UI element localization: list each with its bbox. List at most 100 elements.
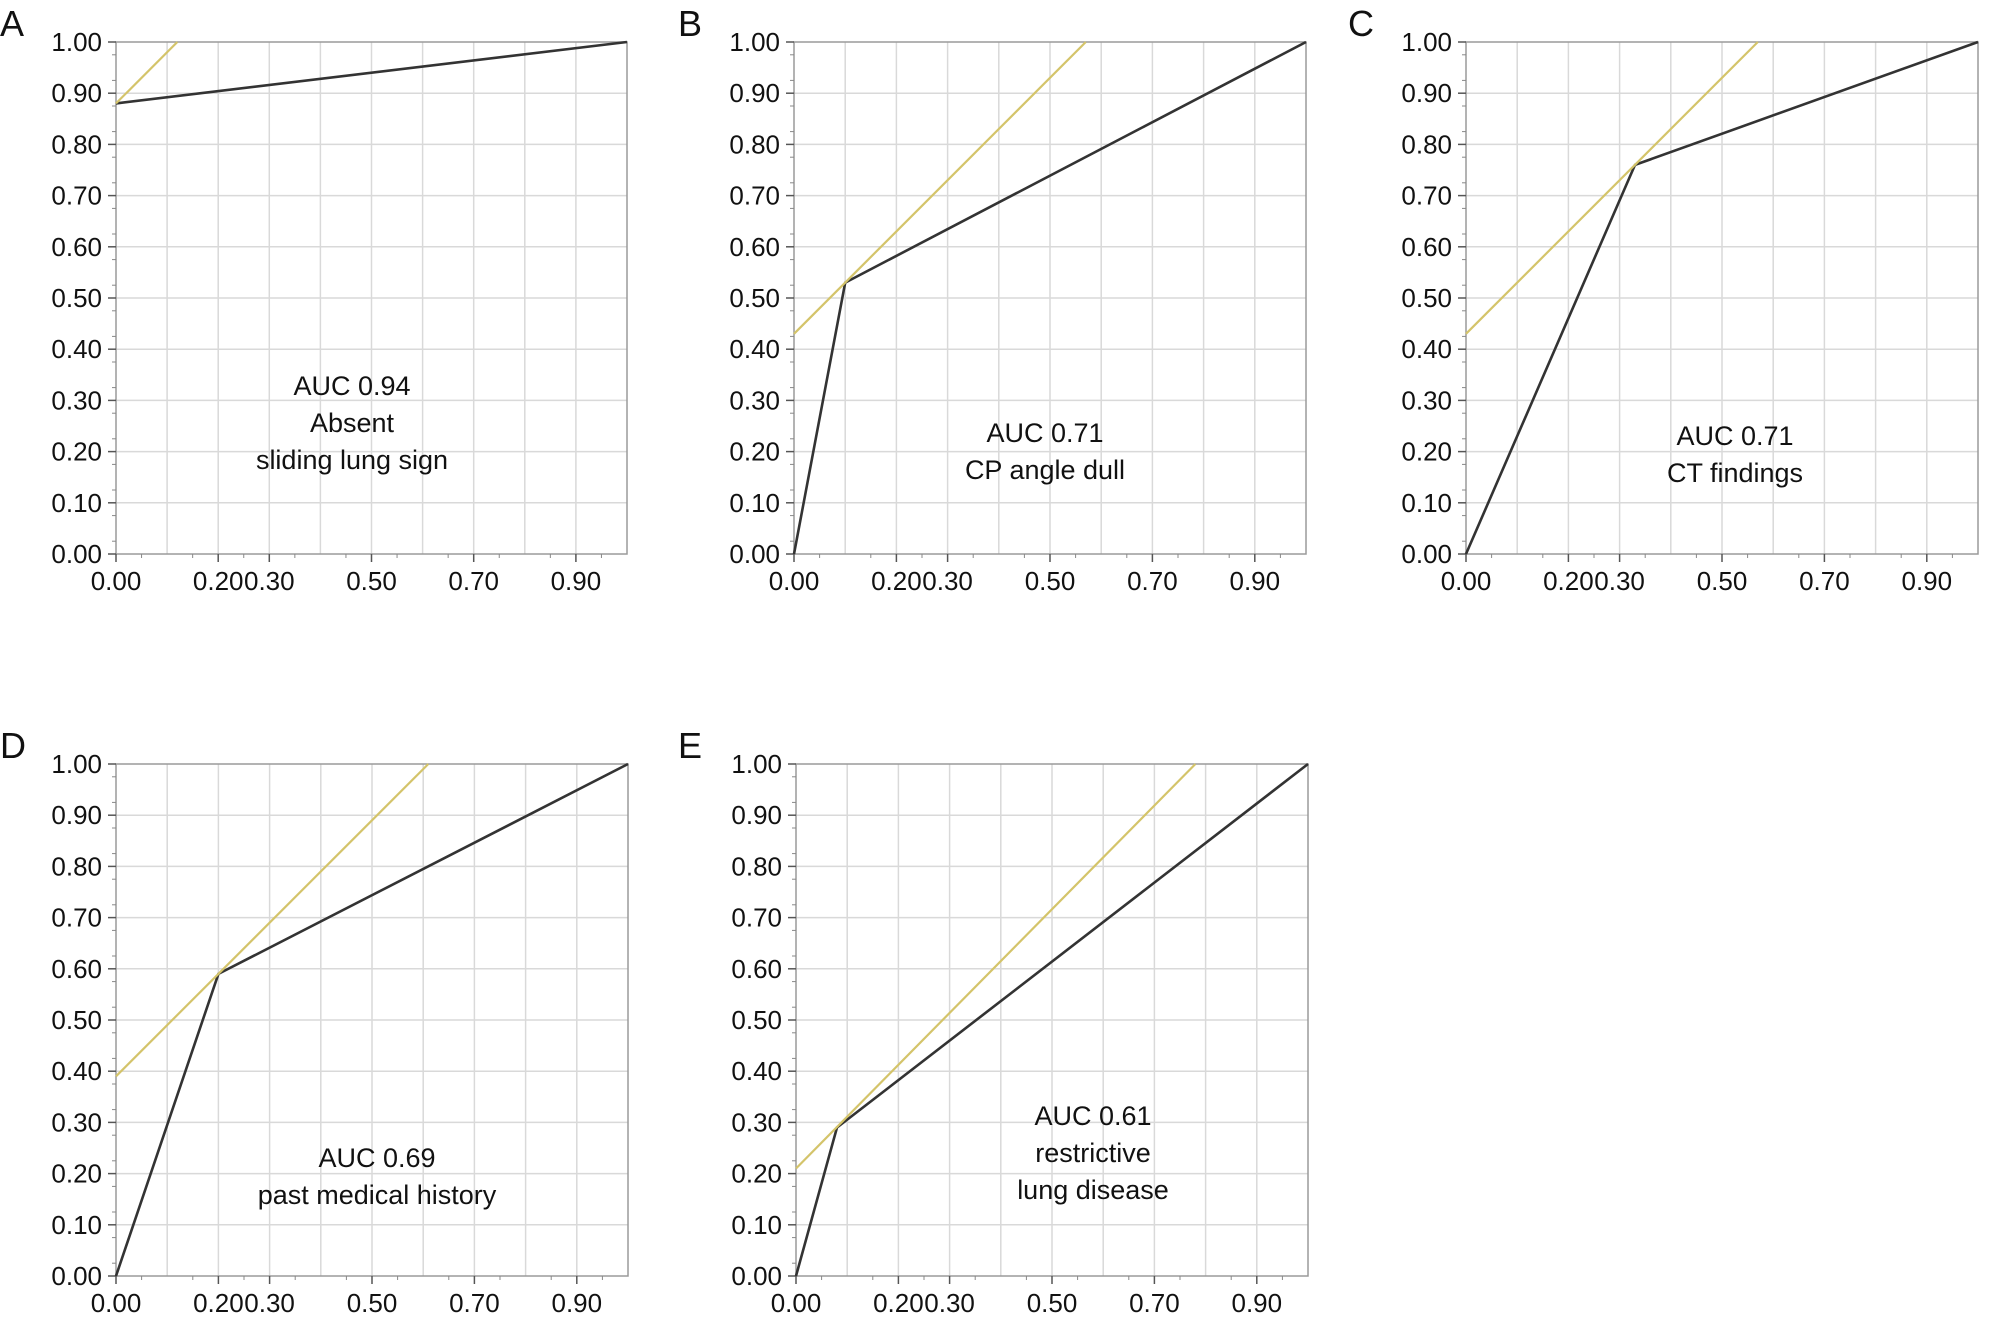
- y-tick-label: 0.50: [51, 1005, 102, 1035]
- variable-label: past medical history: [258, 1180, 497, 1210]
- y-tick-label: 1.00: [731, 749, 782, 779]
- y-tick-label: 0.20: [729, 437, 780, 467]
- x-tick-label: 0.30: [924, 1288, 975, 1318]
- x-tick-label: 0.90: [1901, 566, 1952, 596]
- y-tick-label: 1.00: [729, 27, 780, 57]
- y-tick-label: 0.80: [1401, 129, 1452, 159]
- auc-label: AUC 0.71: [1676, 421, 1793, 451]
- y-tick-label: 0.60: [731, 954, 782, 984]
- y-tick-label: 0.50: [51, 283, 102, 313]
- y-tick-label: 0.80: [729, 129, 780, 159]
- y-tick-label: 0.90: [51, 78, 102, 108]
- panel-letter: E: [678, 725, 702, 766]
- x-tick-label: 0.30: [922, 566, 973, 596]
- auc-label: AUC 0.61: [1034, 1101, 1151, 1131]
- x-tick-label: 0.00: [771, 1288, 822, 1318]
- x-tick-label: 0.90: [551, 1288, 602, 1318]
- y-tick-label: 0.40: [51, 334, 102, 364]
- x-tick-label: 0.00: [91, 566, 142, 596]
- x-tick-label: 0.20: [193, 1288, 244, 1318]
- tangent-line: [1465, 41, 1759, 335]
- y-tick-label: 1.00: [1401, 27, 1452, 57]
- x-tick-label: 0.20: [871, 566, 922, 596]
- x-tick-label: 0.70: [1129, 1288, 1180, 1318]
- roc-panel-b: B0.000.100.200.300.400.500.600.700.800.9…: [678, 3, 1307, 596]
- x-tick-label: 0.00: [91, 1288, 142, 1318]
- variable-label: restrictive: [1035, 1138, 1151, 1168]
- y-tick-label: 0.90: [729, 78, 780, 108]
- variable-label: CT findings: [1667, 458, 1803, 488]
- variable-label: Absent: [310, 408, 395, 438]
- panel-letter: C: [1348, 3, 1374, 44]
- y-tick-label: 0.70: [731, 903, 782, 933]
- x-tick-label: 0.90: [551, 566, 602, 596]
- x-tick-label: 0.20: [1543, 566, 1594, 596]
- y-tick-label: 0.10: [51, 488, 102, 518]
- y-tick-label: 0.30: [51, 385, 102, 415]
- auc-label: AUC 0.69: [318, 1143, 435, 1173]
- x-tick-label: 0.20: [873, 1288, 924, 1318]
- y-tick-label: 0.50: [731, 1005, 782, 1035]
- roc-panel-c: C0.000.100.200.300.400.500.600.700.800.9…: [1348, 3, 1979, 596]
- y-tick-label: 0.00: [51, 539, 102, 569]
- x-tick-label: 0.20: [193, 566, 244, 596]
- y-tick-label: 0.10: [729, 488, 780, 518]
- y-tick-label: 0.50: [1401, 283, 1452, 313]
- y-tick-label: 0.00: [731, 1261, 782, 1291]
- y-tick-label: 0.60: [729, 232, 780, 262]
- x-tick-label: 0.90: [1229, 566, 1280, 596]
- y-tick-label: 0.40: [729, 334, 780, 364]
- roc-panel-d: D0.000.100.200.300.400.500.600.700.800.9…: [0, 725, 629, 1318]
- x-tick-label: 0.50: [1697, 566, 1748, 596]
- y-tick-label: 0.20: [731, 1159, 782, 1189]
- tangent-line: [795, 763, 1197, 1170]
- x-tick-label: 0.50: [1025, 566, 1076, 596]
- tangent-line: [115, 763, 430, 1078]
- variable-label: CP angle dull: [965, 455, 1125, 485]
- x-tick-label: 0.70: [449, 1288, 500, 1318]
- x-tick-label: 0.30: [244, 1288, 295, 1318]
- y-tick-label: 0.70: [729, 181, 780, 211]
- y-tick-label: 0.80: [731, 851, 782, 881]
- y-tick-label: 0.20: [51, 437, 102, 467]
- y-tick-label: 0.30: [51, 1107, 102, 1137]
- x-tick-label: 0.30: [244, 566, 295, 596]
- x-tick-label: 0.00: [1441, 566, 1492, 596]
- panel-letter: D: [0, 725, 26, 766]
- y-tick-label: 0.60: [51, 232, 102, 262]
- variable-label: sliding lung sign: [256, 445, 448, 475]
- y-tick-label: 1.00: [51, 749, 102, 779]
- y-tick-label: 0.90: [51, 800, 102, 830]
- x-tick-label: 0.50: [347, 1288, 398, 1318]
- x-tick-label: 0.00: [769, 566, 820, 596]
- x-tick-label: 0.50: [1027, 1288, 1078, 1318]
- y-tick-label: 0.70: [1401, 181, 1452, 211]
- x-tick-label: 0.50: [346, 566, 397, 596]
- y-tick-label: 0.60: [51, 954, 102, 984]
- roc-panel-e: E0.000.100.200.300.400.500.600.700.800.9…: [678, 725, 1309, 1318]
- y-tick-label: 0.00: [51, 1261, 102, 1291]
- x-tick-label: 0.70: [1127, 566, 1178, 596]
- y-tick-label: 0.90: [731, 800, 782, 830]
- y-tick-label: 0.30: [1401, 385, 1452, 415]
- auc-label: AUC 0.94: [293, 371, 410, 401]
- y-tick-label: 0.00: [1401, 539, 1452, 569]
- y-tick-label: 0.80: [51, 851, 102, 881]
- x-tick-label: 0.70: [1799, 566, 1850, 596]
- y-tick-label: 0.70: [51, 903, 102, 933]
- y-tick-label: 0.30: [729, 385, 780, 415]
- tangent-line: [115, 41, 179, 105]
- y-tick-label: 0.10: [1401, 488, 1452, 518]
- y-tick-label: 0.80: [51, 129, 102, 159]
- variable-label: lung disease: [1017, 1175, 1169, 1205]
- y-tick-label: 0.20: [1401, 437, 1452, 467]
- panel-letter: B: [678, 3, 702, 44]
- y-tick-label: 0.40: [1401, 334, 1452, 364]
- y-tick-label: 1.00: [51, 27, 102, 57]
- roc-curve: [115, 40, 628, 105]
- tangent-line: [793, 41, 1087, 335]
- panel-letter: A: [0, 3, 24, 44]
- x-tick-label: 0.70: [448, 566, 499, 596]
- y-tick-label: 0.30: [731, 1107, 782, 1137]
